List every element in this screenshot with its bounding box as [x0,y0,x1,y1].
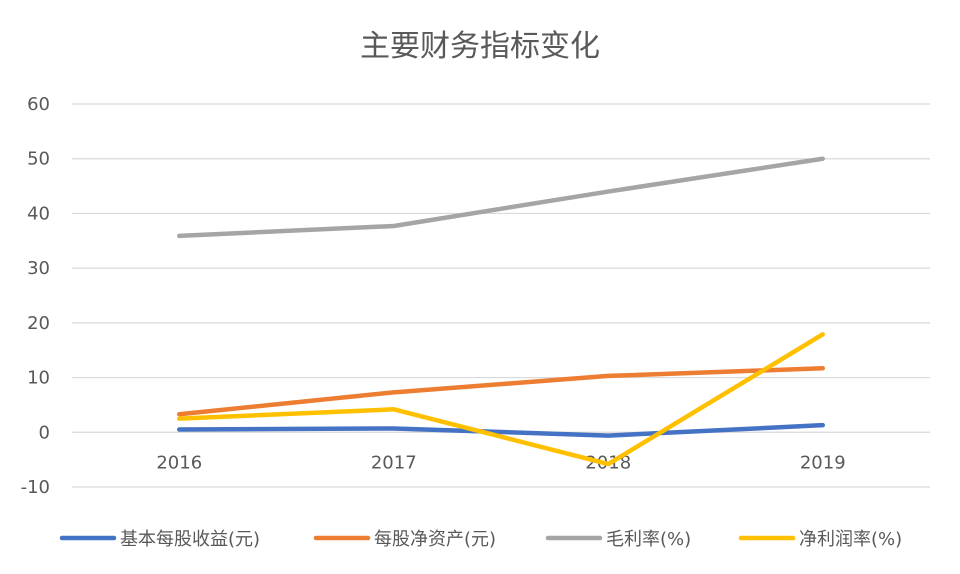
y-tick-label: 20 [27,313,50,334]
legend-label: 基本每股收益(元) [120,529,260,550]
y-tick-label: 10 [27,368,50,389]
x-tick-label: 2019 [800,452,846,473]
legend-item: 基本每股收益(元) [59,529,260,550]
chart-title: 主要财务指标变化 [360,29,600,64]
legend-item: 每股净资产(元) [313,529,496,550]
y-tick-label: -10 [21,477,50,498]
y-tick-label: 30 [27,258,50,279]
y-tick-label: 50 [27,149,50,170]
series-line [177,332,825,467]
legend-item: 净利润率(%) [738,529,902,550]
x-tick-label: 2017 [371,452,417,473]
legend-item: 毛利率(%) [545,529,691,550]
legend-label: 净利润率(%) [799,529,902,550]
gridlines [72,103,930,488]
y-tick-label: 0 [39,422,50,443]
series-line [177,156,825,239]
series-line [177,422,825,438]
series-lines [177,156,825,467]
y-axis-ticks: -10 0 10 20 30 40 50 60 [21,94,50,498]
legend-label: 每股净资产(元) [374,529,496,550]
y-tick-label: 40 [27,203,50,224]
x-tick-label: 2016 [156,452,202,473]
x-axis-ticks: 2016 2017 2018 2019 [156,452,845,473]
legend: 基本每股收益(元) 每股净资产(元) 毛利率(%) 净利润率(%) [59,529,902,550]
y-tick-label: 60 [27,94,50,115]
legend-label: 毛利率(%) [606,529,691,550]
series-line [177,366,825,417]
